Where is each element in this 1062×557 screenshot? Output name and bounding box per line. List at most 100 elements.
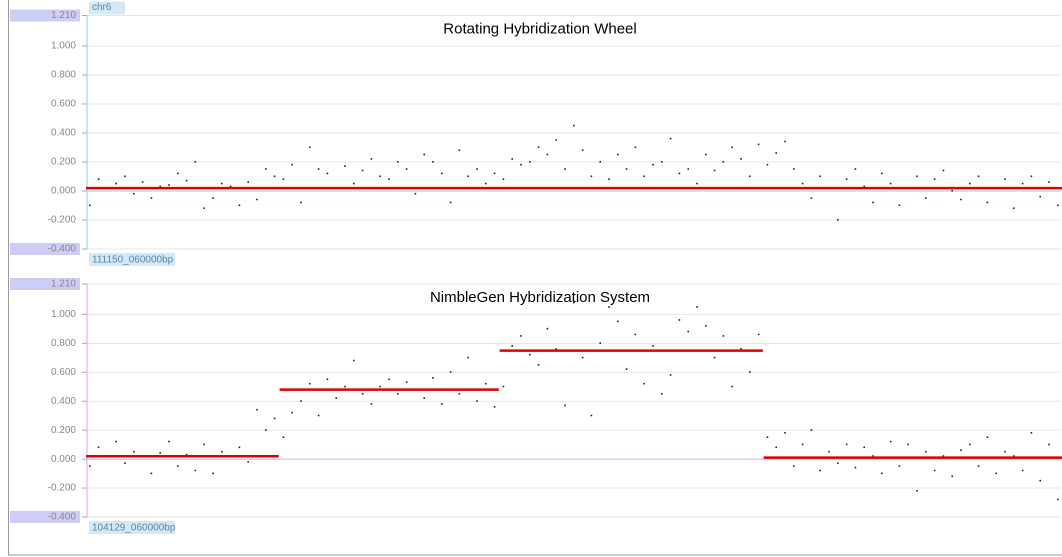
point [1039, 479, 1041, 482]
point [749, 175, 751, 178]
point [775, 152, 777, 154]
point [177, 465, 179, 467]
point [256, 408, 258, 411]
point [133, 450, 135, 453]
point [942, 169, 945, 172]
point [546, 327, 549, 330]
point [397, 160, 399, 163]
point [177, 172, 179, 175]
point [1048, 181, 1050, 183]
point [652, 345, 654, 347]
point [1048, 443, 1050, 446]
point [265, 429, 267, 431]
point [291, 411, 293, 414]
point [441, 172, 443, 175]
point [801, 443, 804, 446]
point [511, 158, 513, 160]
point [335, 397, 337, 399]
point [757, 143, 760, 146]
y-tick-label: 0.000 [51, 454, 76, 465]
point [185, 179, 188, 182]
point [361, 169, 364, 172]
point [590, 414, 593, 417]
point [925, 450, 927, 453]
point [1021, 469, 1024, 472]
tick-highlight [10, 278, 80, 290]
point [863, 185, 865, 188]
point [520, 163, 522, 166]
point [634, 333, 637, 336]
point [986, 436, 989, 439]
point [344, 385, 346, 388]
point [1013, 455, 1015, 457]
point [432, 160, 434, 163]
point [502, 178, 505, 180]
point [599, 160, 601, 163]
point [828, 450, 830, 453]
point [458, 392, 461, 395]
point [502, 385, 505, 388]
point [810, 429, 813, 431]
point [300, 201, 302, 204]
point [564, 404, 566, 407]
point [370, 158, 373, 160]
bottom-label: 111150_060000bp [92, 255, 174, 266]
y-tick-label: 0.000 [51, 186, 76, 197]
point [898, 465, 901, 467]
point [441, 403, 443, 405]
y-tick-label: -0.200 [48, 215, 77, 226]
point [1030, 432, 1033, 434]
point [1004, 178, 1006, 180]
point [617, 153, 619, 156]
point [599, 342, 601, 344]
point [282, 178, 285, 180]
point [317, 414, 320, 417]
point [238, 204, 241, 207]
point [194, 469, 197, 472]
point [124, 175, 126, 178]
y-tick-label: 0.600 [51, 99, 76, 110]
point [854, 466, 857, 469]
point [722, 160, 725, 163]
y-tick-label: 0.400 [51, 396, 76, 407]
point [916, 175, 918, 178]
point [951, 475, 953, 478]
point [933, 178, 936, 180]
point [405, 381, 408, 384]
point [889, 182, 892, 185]
point [344, 165, 346, 167]
point [273, 175, 276, 178]
point [493, 172, 496, 175]
point [221, 182, 223, 185]
y-tick-label: -0.400 [48, 512, 77, 523]
point [678, 319, 681, 321]
point [309, 146, 311, 149]
point [317, 168, 320, 170]
point [388, 178, 390, 180]
point [573, 124, 575, 127]
point [423, 397, 425, 399]
point [150, 472, 153, 475]
point [819, 175, 821, 178]
point [1030, 175, 1033, 178]
chart-title: Rotating Hybridization Wheel [443, 20, 636, 37]
point [520, 335, 522, 337]
point [608, 306, 610, 308]
point [617, 320, 619, 323]
point [845, 178, 848, 180]
point [449, 201, 452, 204]
point [203, 443, 205, 446]
point [309, 382, 311, 385]
point [986, 201, 989, 204]
tick-highlight [10, 243, 80, 255]
point [414, 192, 417, 195]
point [669, 137, 672, 140]
point [150, 197, 153, 199]
point [159, 452, 161, 454]
point [564, 168, 566, 170]
point [925, 197, 927, 199]
point [97, 178, 100, 180]
point [625, 168, 628, 170]
point [969, 182, 971, 185]
point [722, 335, 725, 337]
